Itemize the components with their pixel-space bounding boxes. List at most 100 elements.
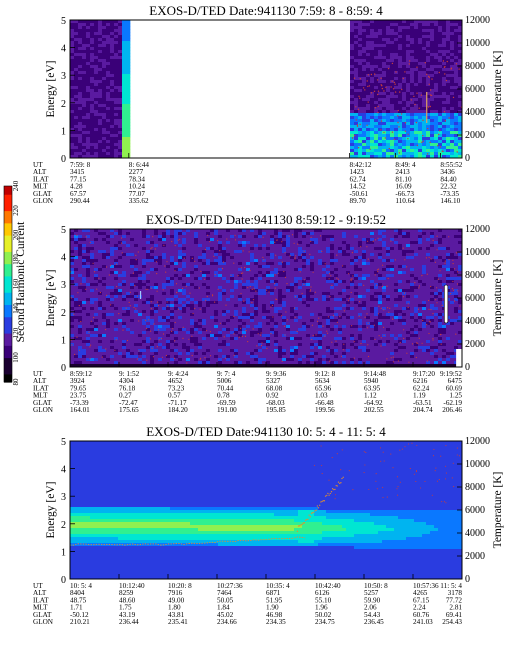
heatmap-cell	[110, 340, 115, 344]
heatmap-cell	[414, 89, 419, 93]
heatmap-cell	[126, 343, 131, 347]
heatmap-cell	[438, 50, 443, 54]
heatmap-cell	[234, 352, 239, 356]
heatmap-cell	[106, 131, 111, 135]
heatmap-cell	[362, 104, 367, 108]
heatmap-cell	[410, 155, 415, 158]
heatmap-cell	[254, 268, 259, 272]
heatmap-cell	[198, 346, 203, 350]
heatmap-cell	[190, 247, 195, 251]
heatmap-cell	[138, 259, 143, 263]
heatmap-cell	[74, 301, 79, 305]
heatmap-cell	[274, 349, 279, 353]
heatmap-cell	[138, 331, 143, 335]
noise-point	[413, 95, 415, 98]
heatmap-cell	[278, 349, 283, 353]
heatmap-cell	[410, 110, 415, 114]
heatmap-cell	[270, 238, 275, 242]
heatmap-cell	[170, 253, 175, 257]
heatmap-cell	[270, 256, 275, 260]
heatmap-cell	[262, 316, 267, 320]
heatmap-cell	[382, 80, 387, 84]
heatmap-cell	[90, 80, 95, 84]
heatmap-cell	[102, 29, 107, 33]
heatmap-cell	[158, 310, 163, 314]
heatmap-cell	[354, 56, 359, 60]
heatmap-cell	[398, 68, 403, 72]
heatmap-cell	[70, 62, 75, 66]
heatmap-cell	[282, 352, 287, 356]
heatmap-cell	[70, 110, 75, 114]
heatmap-cell	[438, 80, 443, 84]
heatmap-cell	[110, 292, 115, 296]
heatmap-cell	[358, 119, 363, 123]
heatmap-cell	[202, 340, 207, 344]
heatmap-cell	[86, 322, 91, 326]
heatmap-cell	[122, 92, 127, 96]
heatmap-cell	[122, 334, 127, 338]
heatmap-cell	[402, 116, 407, 120]
heatmap-cell	[178, 280, 183, 284]
heatmap-cell	[118, 358, 123, 362]
heatmap-cell	[430, 50, 435, 54]
heatmap-cell	[406, 134, 411, 138]
heatmap-cell	[434, 38, 439, 42]
heatmap-cell	[370, 146, 375, 150]
heatmap-cell	[358, 155, 363, 158]
heatmap-cell	[174, 259, 179, 263]
heatmap-cell	[146, 241, 151, 245]
heatmap-cell	[234, 265, 239, 269]
heatmap-cell	[210, 355, 215, 359]
heatmap-cell	[118, 101, 123, 105]
heatmap-cell	[182, 304, 187, 308]
heatmap-cell	[178, 247, 183, 251]
heatmap-cell	[250, 349, 255, 353]
heatmap-cell	[414, 80, 419, 84]
heatmap-cell	[182, 280, 187, 284]
heatmap-cell	[126, 337, 131, 341]
heatmap-cell	[162, 289, 167, 293]
heatmap-cell	[370, 65, 375, 69]
heatmap-cell	[422, 143, 427, 147]
heatmap-cell	[78, 137, 83, 141]
heatmap-cell	[82, 325, 87, 329]
heatmap-cell	[422, 125, 427, 129]
heatmap-cell	[286, 256, 291, 260]
heatmap-cell	[170, 235, 175, 239]
heatmap-cell	[262, 244, 267, 248]
heatmap-cell	[270, 313, 275, 317]
heatmap-cell	[362, 107, 367, 111]
heatmap-cell	[246, 325, 251, 329]
heatmap-cell	[218, 241, 223, 245]
heatmap-cell	[306, 271, 311, 275]
heatmap-cell	[74, 244, 79, 248]
heatmap-cell	[86, 343, 91, 347]
heatmap-cell	[374, 89, 379, 93]
heatmap-cell	[130, 265, 135, 269]
heatmap-cell	[354, 62, 359, 66]
heatmap-cell	[142, 259, 147, 263]
heatmap-cell	[278, 343, 283, 347]
heatmap-cell	[446, 56, 451, 60]
heatmap-cell	[350, 92, 355, 96]
heatmap-cell	[386, 86, 391, 90]
heatmap-cell	[414, 116, 419, 120]
heatmap-cell	[258, 229, 263, 233]
heatmap-cell	[302, 292, 307, 296]
heatmap-cell	[410, 119, 415, 123]
spectrogram-panel-1: EXOS-D/TED Date:941130 7:59: 8 - 8:59: 4…	[33, 3, 504, 205]
heatmap-cell	[434, 65, 439, 69]
colorbar-cell	[4, 373, 12, 379]
heatmap-cell	[102, 340, 107, 344]
heatmap-cell	[142, 337, 147, 341]
heatmap-cell	[154, 316, 159, 320]
heatmap-cell	[202, 253, 207, 257]
heatmap-cell	[214, 241, 219, 245]
heatmap-cell	[302, 319, 307, 323]
heatmap-cell	[386, 104, 391, 108]
heatmap-cell	[102, 44, 107, 48]
colorbar-cell	[4, 251, 12, 257]
heatmap-cell	[442, 41, 447, 45]
heatmap-cell	[82, 41, 87, 45]
heatmap-cell	[158, 229, 163, 233]
